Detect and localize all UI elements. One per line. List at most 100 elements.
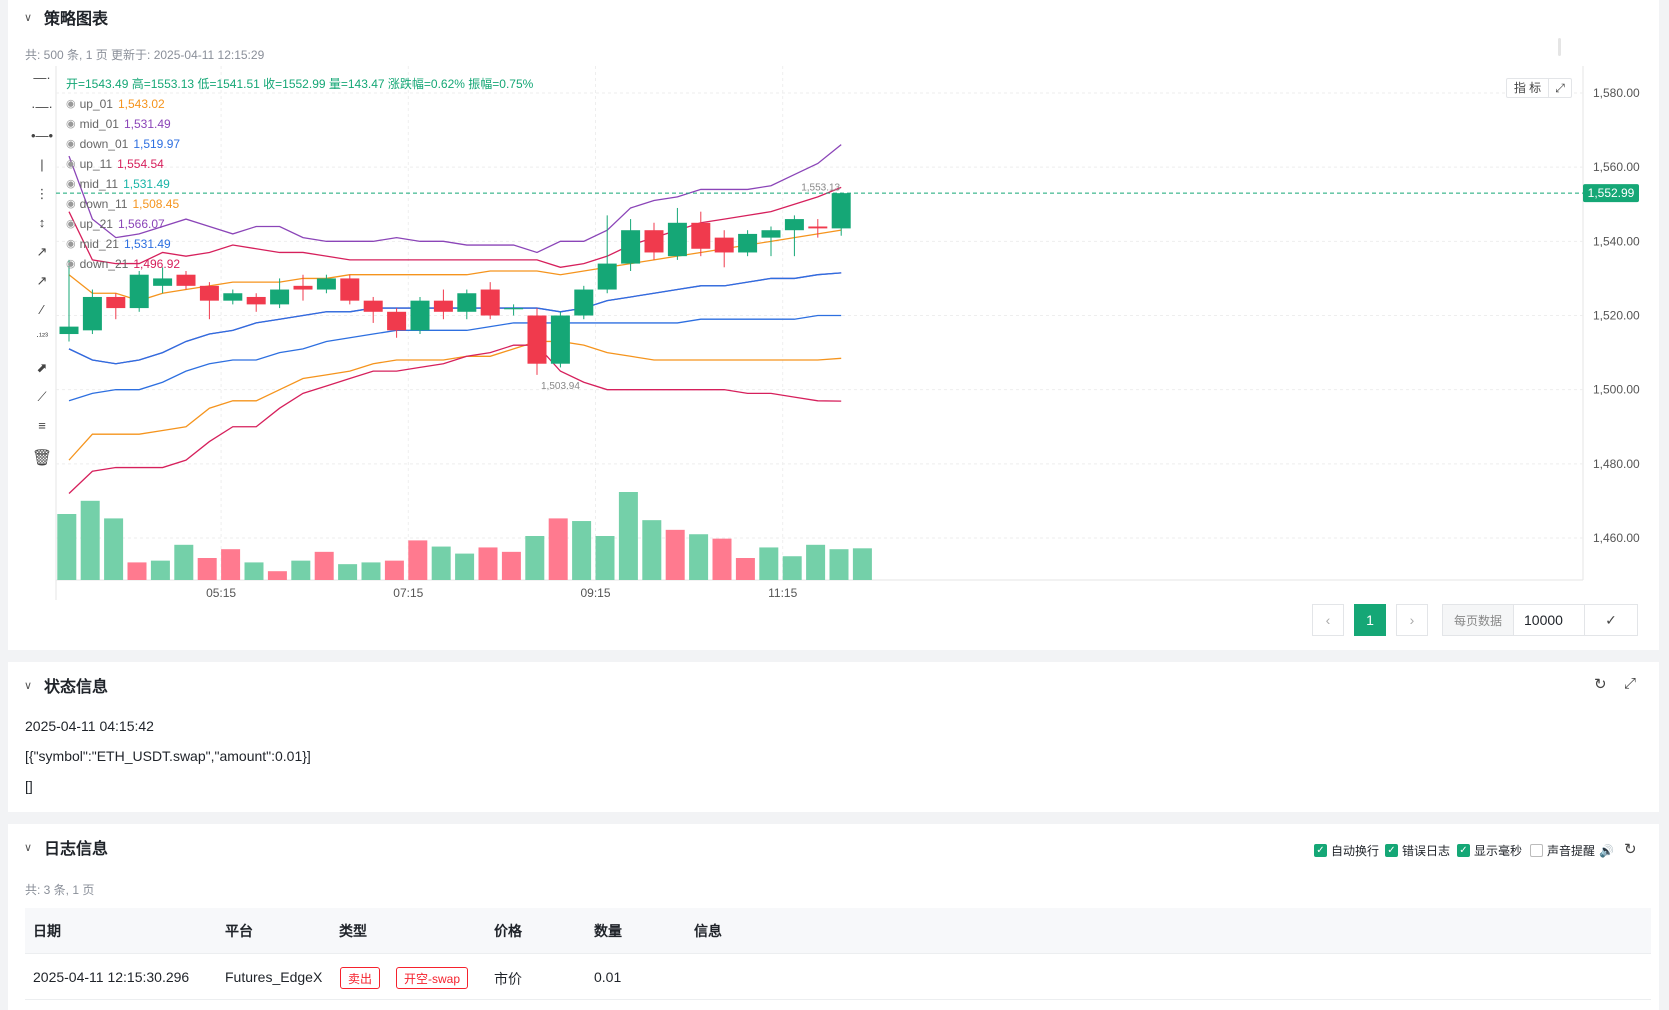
status-info-header[interactable]: ∨ 状态信息: [24, 668, 108, 702]
page-1-button[interactable]: 1: [1354, 604, 1386, 636]
channel-tool-icon[interactable]: ⟋: [37, 389, 47, 404]
candle-body: [667, 222, 687, 257]
col-date: 日期: [33, 923, 61, 939]
speaker-icon[interactable]: 🔊: [1599, 843, 1614, 858]
candle-body: [153, 278, 173, 286]
volume-bar: [525, 536, 545, 580]
auto-wrap-checkbox[interactable]: ✓ 自动换行: [1314, 842, 1379, 859]
ray-line-tool-icon[interactable]: ↗: [36, 273, 48, 288]
segment-tool-icon[interactable]: ∕: [40, 302, 44, 317]
confirm-check-icon[interactable]: ✓: [1584, 604, 1638, 636]
fibonacci-tool-icon[interactable]: ≡: [38, 418, 46, 433]
indicator-button[interactable]: 指 标: [1507, 79, 1549, 97]
strategy-chart-header[interactable]: ∨ 策略图表: [24, 0, 108, 34]
vertical-ray-tool-icon[interactable]: ⋮: [35, 186, 49, 201]
eye-icon[interactable]: ◉: [66, 238, 76, 250]
vertical-segment-tool-icon[interactable]: ↕: [38, 215, 46, 230]
delete-drawings-icon[interactable]: 🗑: [31, 450, 53, 467]
eye-icon[interactable]: ◉: [66, 138, 76, 150]
volume-bar: [314, 551, 334, 580]
candle-body: [644, 230, 664, 253]
candle-body: [270, 289, 290, 305]
y-tick-label: 1,500.00: [1593, 383, 1640, 397]
series-line-mid_21: [68, 314, 842, 402]
col-type: 类型: [339, 923, 367, 939]
series-line-down_21: [68, 344, 842, 494]
legend-item-up_21[interactable]: ◉ up_21 1,566.07: [66, 214, 180, 234]
prev-page-button[interactable]: ‹: [1312, 604, 1344, 636]
log-info-header[interactable]: ∨ 日志信息: [24, 830, 108, 864]
legend-item-mid_21[interactable]: ◉ mid_21 1,531.49: [66, 234, 180, 254]
series-line-mid_01: [68, 272, 842, 365]
eye-icon[interactable]: ◉: [66, 118, 76, 130]
vertical-line-tool-icon[interactable]: |: [40, 157, 44, 172]
scrollbar-thumb[interactable]: [1558, 38, 1561, 56]
eye-icon[interactable]: ◉: [66, 198, 76, 210]
legend-item-up_01[interactable]: ◉ up_01 1,543.02: [66, 94, 180, 114]
legend-name: down_11: [79, 197, 128, 211]
col-qty: 数量: [594, 923, 622, 939]
chart-meta: 共: 500 条, 1 页 更新于: 2025-04-11 12:15:29: [25, 48, 265, 62]
candle-body: [129, 274, 149, 309]
chevron-down-icon[interactable]: ∨: [24, 11, 33, 24]
volume-bar: [197, 558, 217, 580]
fullscreen-icon[interactable]: ⤢: [1555, 81, 1565, 95]
eye-icon[interactable]: ◉: [66, 258, 76, 270]
indicator-toolbar: 指 标 ⤢: [1506, 78, 1572, 98]
refresh-icon[interactable]: ↻: [1594, 676, 1607, 693]
volume-bar: [806, 544, 826, 580]
current-price-tag: [1583, 184, 1639, 203]
eye-icon[interactable]: ◉: [66, 218, 76, 230]
y-tick-label: 1,540.00: [1593, 234, 1640, 248]
refresh-icon[interactable]: ↻: [1624, 841, 1637, 858]
candle-body: [504, 308, 524, 310]
volume-bar: [665, 529, 685, 580]
volume-bar: [221, 549, 241, 580]
candle-body: [59, 326, 79, 335]
fullscreen-icon[interactable]: ⤢: [1624, 675, 1637, 692]
candle-body: [293, 285, 313, 290]
sound-alert-checkbox[interactable]: 声音提醒 🔊: [1530, 842, 1614, 859]
legend-item-down_01[interactable]: ◉ down_01 1,519.97: [66, 134, 180, 154]
price-label-tool-icon[interactable]: ·¹²³: [36, 331, 48, 341]
y-tick-label: 1,460.00: [1593, 531, 1640, 545]
legend-item-mid_01[interactable]: ◉ mid_01 1,531.49: [66, 114, 180, 134]
per-page-label: 每页数据: [1442, 604, 1514, 636]
show-ms-checkbox[interactable]: ✓ 显示毫秒: [1457, 842, 1522, 859]
error-log-checkbox[interactable]: ✓ 错误日志: [1385, 842, 1450, 859]
legend-item-down_11[interactable]: ◉ down_11 1,508.45: [66, 194, 180, 214]
horizontal-ray-tool-icon[interactable]: ·—·: [31, 99, 53, 114]
horizontal-segment-tool-icon[interactable]: •—•: [30, 128, 54, 143]
candle-body: [550, 315, 570, 364]
auto-wrap-label: 自动换行: [1331, 844, 1380, 858]
y-tick-label: 1,520.00: [1593, 309, 1640, 323]
horizontal-line-tool-icon[interactable]: —·: [33, 70, 51, 85]
legend-name: up_11: [79, 157, 113, 171]
volume-bar: [782, 556, 802, 580]
trend-line-tool-icon[interactable]: ↗: [36, 244, 48, 259]
candle-body: [714, 237, 734, 253]
chevron-down-icon[interactable]: ∨: [24, 679, 33, 692]
eye-icon[interactable]: ◉: [66, 98, 76, 110]
chevron-down-icon[interactable]: ∨: [24, 841, 33, 854]
legend-item-down_21[interactable]: ◉ down_21 1,496.92: [66, 254, 180, 274]
per-page-input[interactable]: 10000: [1513, 604, 1585, 636]
legend-name: down_21: [79, 257, 129, 271]
candle-body: [784, 219, 804, 231]
volume-bar: [548, 518, 568, 580]
volume-bar: [852, 548, 872, 580]
candle-body: [199, 285, 219, 301]
legend-item-up_11[interactable]: ◉ up_11 1,554.54: [66, 154, 180, 174]
series-line-up_11: [68, 186, 842, 268]
x-tick-label: 05:15: [206, 586, 236, 600]
volume-bar: [642, 520, 662, 580]
legend-item-mid_11[interactable]: ◉ mid_11 1,531.49: [66, 174, 180, 194]
eye-icon[interactable]: ◉: [66, 178, 76, 190]
show-ms-label: 显示毫秒: [1474, 844, 1523, 858]
candle-body: [527, 315, 547, 364]
candlestick-chart[interactable]: 1,580.00 1,560.00 1,540.00 1,520.00 1,500.00…: [0, 0, 1669, 620]
high-price-label: 1,553.13: [801, 183, 840, 194]
parallel-line-tool-icon[interactable]: ⬈: [36, 360, 48, 375]
next-page-button[interactable]: ›: [1396, 604, 1428, 636]
eye-icon[interactable]: ◉: [66, 158, 76, 170]
